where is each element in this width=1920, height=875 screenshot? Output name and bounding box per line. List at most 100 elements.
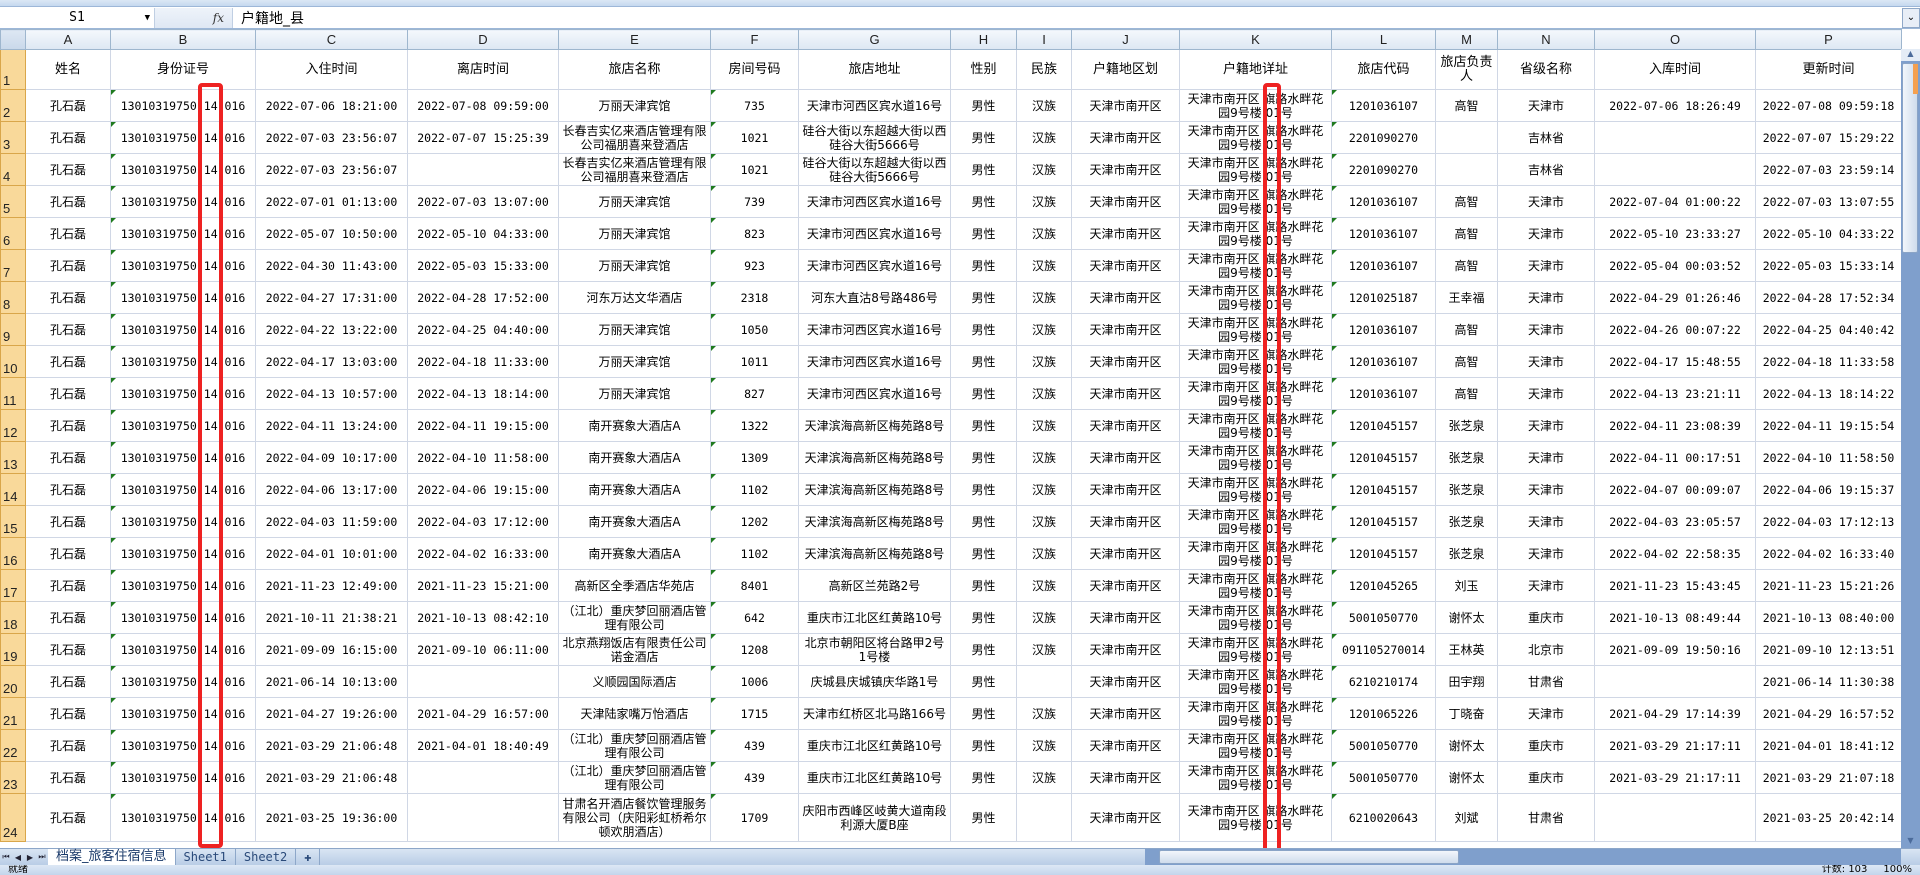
table-cell[interactable]: 南开赛象大酒店A [558,473,711,506]
table-cell[interactable]: 北京市 [1497,633,1595,666]
table-cell[interactable]: 张芝泉 [1435,409,1498,442]
table-cell[interactable]: 天津市南开区 [1071,793,1180,842]
table-cell[interactable]: 男性 [950,313,1017,346]
table-cell[interactable]: 5001050770 [1331,761,1436,794]
table-cell[interactable]: 2022-07-03 13:07:00 [407,185,559,218]
table-cell[interactable]: 1201045157 [1331,441,1436,474]
table-cell[interactable]: 天津市南开区 旗路水畔花园9号楼 01号 [1179,729,1332,762]
table-cell[interactable]: 2022-04-13 10:57:00 [255,377,408,410]
table-cell[interactable]: 天津市南开区 [1071,89,1180,122]
table-cell[interactable]: 2022-04-02 16:33:00 [407,537,559,570]
row-header[interactable]: 3 [0,121,26,154]
name-box-dropdown-icon[interactable]: ▼ [144,12,150,23]
table-cell[interactable]: 13010319750 14 016 [110,345,256,378]
table-cell[interactable] [1594,665,1756,698]
table-cell[interactable]: 2021-09-10 06:11:00 [407,633,559,666]
table-cell[interactable]: 万丽天津宾馆 [558,377,711,410]
table-cell[interactable]: 13010319750 14 016 [110,473,256,506]
table-cell[interactable]: 万丽天津宾馆 [558,217,711,250]
row-header[interactable]: 4 [0,153,26,186]
table-cell[interactable]: 天津市 [1497,569,1595,602]
table-cell[interactable]: 万丽天津宾馆 [558,249,711,282]
table-cell[interactable]: 孔石磊 [25,121,111,154]
row-header[interactable]: 9 [0,313,26,346]
table-cell[interactable]: 天津市南开区 旗路水畔花园9号楼 01号 [1179,121,1332,154]
table-cell[interactable]: 13010319750 14 016 [110,441,256,474]
table-cell[interactable]: 1201065226 [1331,697,1436,730]
table-cell[interactable]: 男性 [950,569,1017,602]
table-cell[interactable]: 天津市南开区 旗路水畔花园9号楼 01号 [1179,569,1332,602]
row-header[interactable]: 13 [0,441,26,474]
table-cell[interactable]: 硅谷大街以东超越大街以西硅谷大街5666号 [798,121,951,154]
table-cell[interactable]: （江北）重庆梦回丽酒店管理有限公司 [558,761,711,794]
table-cell[interactable]: 张芝泉 [1435,537,1498,570]
column-header-h[interactable]: H [950,29,1017,50]
table-cell[interactable]: 男性 [950,697,1017,730]
table-cell[interactable]: 天津市南开区 旗路水畔花园9号楼 01号 [1179,89,1332,122]
table-cell[interactable]: 天津市南开区 旗路水畔花园9号楼 01号 [1179,313,1332,346]
table-cell[interactable]: 2022-04-29 01:26:46 [1594,281,1756,314]
table-cell[interactable]: 重庆市 [1497,601,1595,634]
header-cell[interactable]: 更新时间 [1755,49,1902,90]
header-cell[interactable]: 旅店负责人 [1435,49,1498,90]
table-cell[interactable]: 2022-04-02 22:58:35 [1594,537,1756,570]
header-cell[interactable]: 旅店地址 [798,49,951,90]
table-cell[interactable]: 13010319750 14 016 [110,89,256,122]
table-cell[interactable]: 天津滨海高新区梅苑路8号 [798,505,951,538]
table-cell[interactable]: 孔石磊 [25,217,111,250]
table-cell[interactable] [1435,153,1498,186]
table-cell[interactable]: 张芝泉 [1435,441,1498,474]
table-cell[interactable]: 汉族 [1016,281,1072,314]
table-cell[interactable]: 1201025187 [1331,281,1436,314]
table-cell[interactable]: 男性 [950,761,1017,794]
table-cell[interactable]: 天津市南开区 旗路水畔花园9号楼 01号 [1179,153,1332,186]
table-cell[interactable]: 甘肃省 [1497,665,1595,698]
table-cell[interactable]: 汉族 [1016,217,1072,250]
table-cell[interactable]: 2022-04-10 11:58:50 [1755,441,1902,474]
table-cell[interactable]: 汉族 [1016,441,1072,474]
table-cell[interactable]: 天津市南开区 旗路水畔花园9号楼 01号 [1179,409,1332,442]
table-cell[interactable]: 天津市南开区 [1071,441,1180,474]
table-cell[interactable]: 天津市 [1497,89,1595,122]
table-cell[interactable]: 男性 [950,633,1017,666]
next-sheet-icon[interactable]: ▶ [26,852,34,862]
table-cell[interactable]: 天津市南开区 [1071,505,1180,538]
table-cell[interactable]: 642 [710,601,799,634]
table-cell[interactable]: 孔石磊 [25,281,111,314]
table-cell[interactable]: 1201036107 [1331,217,1436,250]
table-cell[interactable]: 天津市河西区宾水道16号 [798,249,951,282]
table-cell[interactable]: 2021-04-29 16:57:00 [407,697,559,730]
table-cell[interactable]: 2021-11-23 15:21:26 [1755,569,1902,602]
table-cell[interactable]: 天津市南开区 旗路水畔花园9号楼 01号 [1179,665,1332,698]
formula-input[interactable]: 户籍地_县 [241,10,304,27]
sheet-tab-sheet1[interactable]: Sheet1 [176,849,236,865]
column-header-c[interactable]: C [255,29,408,50]
horizontal-scrollbar[interactable] [1145,849,1901,865]
table-cell[interactable]: 1102 [710,537,799,570]
table-cell[interactable]: 男性 [950,249,1017,282]
table-cell[interactable]: 天津市南开区 [1071,409,1180,442]
table-cell[interactable]: 孔石磊 [25,505,111,538]
table-cell[interactable]: 13010319750 14 016 [110,601,256,634]
header-cell[interactable]: 离店时间 [407,49,559,90]
table-cell[interactable]: 439 [710,729,799,762]
table-cell[interactable]: 汉族 [1016,505,1072,538]
table-cell[interactable]: 2021-04-01 18:40:49 [407,729,559,762]
table-cell[interactable]: 13010319750 14 016 [110,633,256,666]
table-cell[interactable]: 2022-04-01 10:01:00 [255,537,408,570]
scroll-down-icon[interactable]: ▼ [1907,836,1914,845]
table-cell[interactable]: 13010319750 14 016 [110,729,256,762]
header-cell[interactable]: 户籍地详址 [1179,49,1332,90]
table-cell[interactable]: 2022-05-10 04:33:22 [1755,217,1902,250]
table-cell[interactable]: 2022-04-06 13:17:00 [255,473,408,506]
table-cell[interactable]: 1201045265 [1331,569,1436,602]
table-cell[interactable]: 2022-04-17 13:03:00 [255,345,408,378]
table-cell[interactable]: 重庆市江北区红黄路10号 [798,729,951,762]
table-cell[interactable]: 1709 [710,793,799,842]
table-cell[interactable]: 河东大直沽8号路486号 [798,281,951,314]
table-cell[interactable]: 1201045157 [1331,473,1436,506]
table-cell[interactable]: 2022-04-25 04:40:00 [407,313,559,346]
table-cell[interactable]: 男性 [950,377,1017,410]
column-header-j[interactable]: J [1071,29,1180,50]
table-cell[interactable]: 2022-04-13 18:14:00 [407,377,559,410]
